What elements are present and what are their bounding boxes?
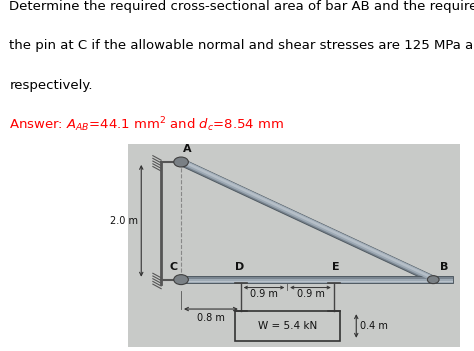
Text: B: B bbox=[440, 262, 448, 272]
Text: C: C bbox=[170, 262, 178, 272]
Circle shape bbox=[428, 276, 439, 284]
Text: 0.9 m: 0.9 m bbox=[250, 289, 278, 299]
Polygon shape bbox=[181, 160, 435, 280]
Text: Answer: $A_{AB}$=44.1 mm$^2$ and $d_c$=8.54 mm: Answer: $A_{AB}$=44.1 mm$^2$ and $d_c$=8… bbox=[9, 115, 285, 134]
Text: 2.0 m: 2.0 m bbox=[110, 216, 138, 226]
Bar bbox=[178, 281, 453, 283]
Polygon shape bbox=[180, 159, 436, 281]
Text: 0.4 m: 0.4 m bbox=[360, 321, 388, 331]
Text: respectively.: respectively. bbox=[9, 79, 93, 92]
Text: the pin at C if the allowable normal and shear stresses are 125 MPa and 45 MPa,: the pin at C if the allowable normal and… bbox=[9, 39, 474, 52]
Bar bbox=[235, 311, 340, 341]
Text: Determine the required cross-sectional area of bar AB and the required diameter : Determine the required cross-sectional a… bbox=[9, 0, 474, 13]
Circle shape bbox=[174, 157, 188, 167]
Text: 0.8 m: 0.8 m bbox=[197, 313, 225, 323]
Text: E: E bbox=[331, 262, 339, 272]
Text: 0.9 m: 0.9 m bbox=[297, 289, 324, 299]
Circle shape bbox=[174, 274, 188, 285]
Bar bbox=[178, 279, 453, 283]
Text: W = 5.4 kN: W = 5.4 kN bbox=[257, 321, 317, 331]
Bar bbox=[178, 277, 453, 283]
Text: A: A bbox=[182, 144, 191, 154]
Polygon shape bbox=[178, 159, 436, 282]
Text: D: D bbox=[235, 262, 244, 272]
